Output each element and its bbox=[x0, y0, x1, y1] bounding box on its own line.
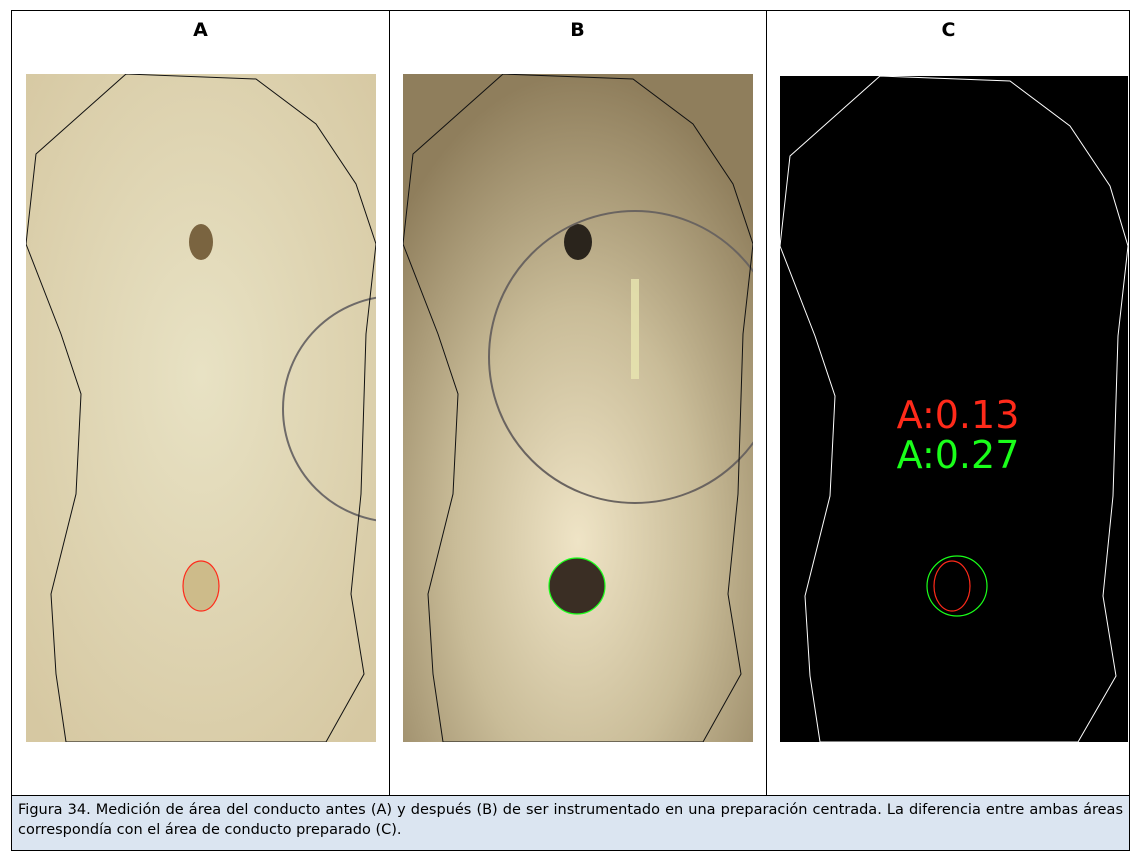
figure-caption: Figura 34. Medición de área del conducto… bbox=[12, 795, 1129, 850]
panel: A bbox=[12, 11, 389, 795]
panel-label: C bbox=[941, 19, 956, 41]
panel: B bbox=[389, 11, 766, 795]
panel-label: A bbox=[193, 19, 208, 41]
area-annotation: A:0.13 bbox=[897, 393, 1020, 437]
panel-image bbox=[403, 74, 753, 742]
area-annotation: A:0.27 bbox=[897, 433, 1020, 477]
divider bbox=[766, 11, 767, 795]
panel-image bbox=[26, 74, 376, 742]
divider bbox=[389, 11, 390, 795]
panel: C A:0.13 A:0.27 bbox=[766, 11, 1131, 795]
figure-table: A B C bbox=[11, 10, 1130, 851]
panel-image: A:0.13 A:0.27 bbox=[780, 76, 1128, 742]
panel-label: B bbox=[570, 19, 585, 41]
